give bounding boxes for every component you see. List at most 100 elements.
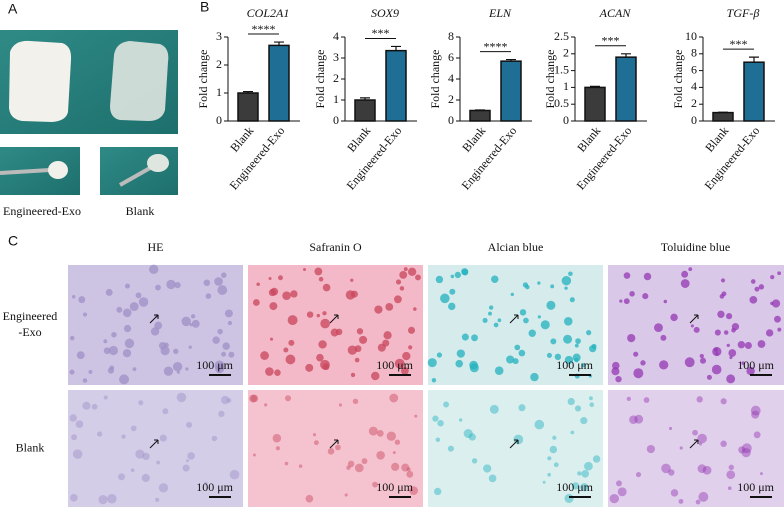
y-tick-label: 4 [333,29,339,43]
chart-title: ACAN [599,6,632,20]
y-tick-label: 2 [691,96,697,110]
cell [744,341,752,350]
cell [759,472,763,476]
cell [256,282,260,287]
cell [525,284,530,290]
y-tick-label: 4 [691,79,697,93]
cell [189,323,193,327]
cell [737,340,746,349]
cell [537,281,541,285]
cell [288,339,295,346]
cell [327,447,335,455]
cell [777,327,782,332]
cell [268,288,277,297]
cell [186,459,190,463]
chart-title: SOX9 [371,6,399,20]
bar [743,61,765,122]
cell [322,283,331,292]
cell [252,299,260,306]
cell [567,397,575,406]
y-tick-label: 1 [563,79,569,93]
cell [71,295,76,299]
cell [699,357,707,364]
scale-bar-label: 100 μm [737,480,774,494]
cell [150,327,160,336]
cell [697,433,707,444]
cell [272,433,282,443]
cell [121,434,126,439]
cell [720,398,727,405]
cell [706,374,712,380]
cell [629,415,638,425]
cell [406,467,411,472]
cell [493,322,499,328]
cell [284,395,292,402]
cell [118,473,126,481]
cell [450,274,455,279]
cell [166,279,176,290]
cell [731,322,740,331]
cell [488,474,497,483]
cell [130,425,137,432]
cell [514,344,521,351]
y-tick-label: 8 [691,46,697,60]
cell [221,272,227,278]
significance: **** [484,39,508,53]
cell [643,272,652,281]
cell [456,349,465,358]
y-axis-label: Fold change [196,50,210,109]
cell [116,306,123,313]
scaffold [147,154,169,172]
significance: **** [252,22,276,36]
cell [108,345,119,356]
y-tick-label: 0 [333,113,339,127]
bar [712,111,734,122]
cell [592,455,601,463]
cell [668,469,675,476]
cell [518,349,526,357]
scale-bar-label: 100 μm [196,358,233,372]
cell [678,498,684,504]
cell [728,349,737,357]
cell [754,286,760,292]
y-tick-label: 1 [216,85,222,99]
bar [469,109,491,122]
cell [670,313,678,322]
cell [488,305,494,310]
cell [132,367,137,372]
cell [269,302,278,311]
cell [634,414,644,424]
bar [500,60,522,122]
y-tick-label: 2.5 [554,29,569,43]
cell [436,352,443,358]
y-axis-label: Fold change [671,50,685,109]
cell [350,372,356,378]
cell [563,334,573,344]
cell [75,420,84,428]
cell [350,290,358,298]
cell [163,342,169,348]
cell [643,397,650,403]
cell [681,270,689,278]
column-label: Toluidine blue [661,240,730,254]
cell [344,493,348,497]
cell [690,324,694,328]
cell [182,464,190,472]
cell [283,347,289,353]
micrograph [248,265,423,385]
x-tick-label: Engineered-Exo [459,124,520,193]
cell [284,461,289,466]
cell [316,313,320,318]
cell [268,276,272,281]
tweezers [0,168,51,175]
cell [298,464,303,468]
cell [350,278,354,282]
y-tick-label: 3 [333,50,339,64]
cell [569,297,575,303]
cell [626,396,631,402]
cell [156,460,161,465]
cell [347,345,358,355]
cell [119,374,130,385]
y-tick-label: 0 [691,113,697,127]
cell [392,451,396,455]
